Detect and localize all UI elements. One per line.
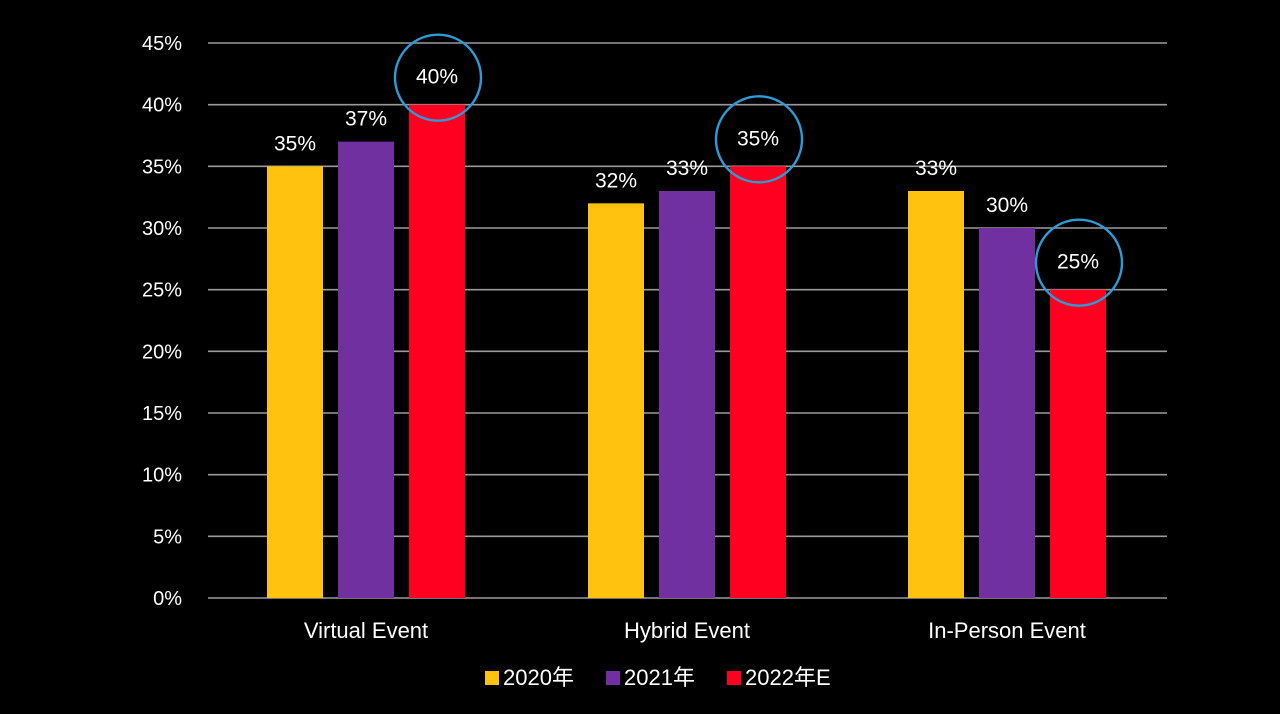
legend: 2020年 2021年 2022年E <box>485 665 831 690</box>
y-tick-label: 35% <box>142 156 182 178</box>
y-tick-label: 30% <box>142 218 182 240</box>
highlight-circles <box>393 33 1124 307</box>
data-label: 40% <box>416 66 458 89</box>
bar <box>659 191 715 598</box>
bar <box>1050 289 1106 598</box>
y-tick-label: 25% <box>142 280 182 302</box>
data-label: 37% <box>345 108 387 131</box>
bar <box>267 166 323 599</box>
data-label: 33% <box>666 157 708 180</box>
bar <box>588 203 644 599</box>
x-axis-category-labels: Virtual Event Hybrid Event In-Person Event <box>304 618 1086 643</box>
y-tick-label: 5% <box>153 526 182 548</box>
bars <box>267 104 1106 599</box>
bar <box>908 191 964 598</box>
bar <box>338 141 394 598</box>
x-category-label: Virtual Event <box>304 618 428 643</box>
legend-label: 2020年 <box>503 665 574 690</box>
data-label: 35% <box>274 132 316 155</box>
y-tick-label: 20% <box>142 341 182 363</box>
highlight-circle <box>714 95 804 184</box>
legend-swatch <box>727 671 741 685</box>
legend-swatch <box>485 671 499 685</box>
x-category-label: Hybrid Event <box>624 618 750 643</box>
bar <box>979 228 1035 598</box>
bar <box>730 166 786 599</box>
y-tick-label: 40% <box>142 95 182 117</box>
y-tick-label: 15% <box>142 403 182 425</box>
legend-swatch <box>606 671 620 685</box>
data-label: 35% <box>737 127 779 150</box>
highlight-circle <box>393 33 483 122</box>
data-label: 25% <box>1057 251 1099 274</box>
x-category-label: In-Person Event <box>928 618 1086 643</box>
y-axis-tick-labels: 0% 5% 10% 15% 20% 25% 30% 35% 40% 45% <box>142 33 182 610</box>
data-label: 30% <box>986 194 1028 217</box>
legend-label: 2022年E <box>745 665 831 690</box>
y-tick-label: 45% <box>142 33 182 55</box>
y-tick-label: 10% <box>142 465 182 487</box>
data-label: 32% <box>595 169 637 192</box>
bar <box>409 104 465 599</box>
data-label: 33% <box>915 157 957 180</box>
y-tick-label: 0% <box>153 588 182 610</box>
legend-label: 2021年 <box>624 665 695 690</box>
data-labels: 35% 32% 33% 37% 33% 30% 40% 35% 25% <box>274 66 1099 274</box>
highlight-circle <box>1034 218 1124 307</box>
